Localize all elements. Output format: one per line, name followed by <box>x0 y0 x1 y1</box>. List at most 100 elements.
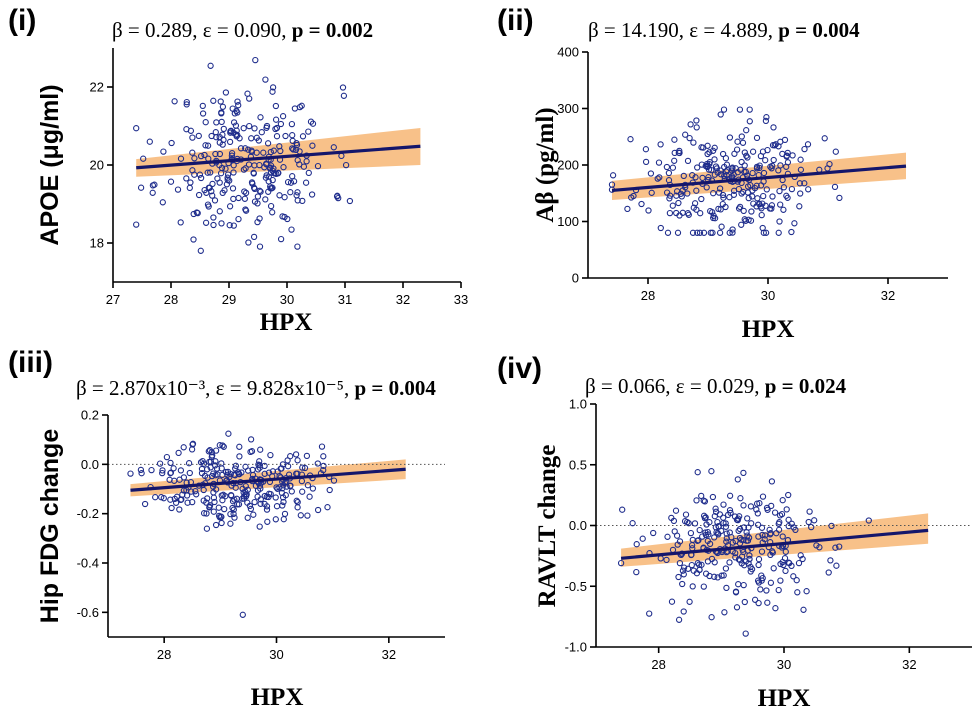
data-point <box>218 220 225 227</box>
data-point <box>762 229 770 236</box>
data-point <box>769 193 776 200</box>
data-point <box>768 202 776 209</box>
data-point <box>714 574 721 581</box>
data-point <box>314 506 322 514</box>
data-point <box>248 135 255 142</box>
data-point <box>232 462 240 469</box>
data-point <box>738 553 746 560</box>
data-point <box>741 162 748 169</box>
data-point <box>731 150 738 157</box>
data-point <box>211 197 219 204</box>
data-point <box>690 204 697 211</box>
data-point <box>749 148 757 155</box>
data-point <box>252 56 259 64</box>
data-point <box>320 466 327 474</box>
data-point <box>127 470 134 477</box>
data-point <box>827 557 834 564</box>
data-point <box>212 458 219 465</box>
data-point <box>239 611 246 618</box>
data-point <box>754 521 762 528</box>
data-point <box>149 189 156 196</box>
data-point <box>704 537 711 545</box>
data-point <box>788 185 796 193</box>
data-point <box>736 203 744 211</box>
data-point <box>314 460 321 467</box>
y-tick-label: 22 <box>90 80 104 95</box>
data-point <box>191 171 198 178</box>
data-point <box>216 139 223 146</box>
data-point <box>638 200 645 208</box>
data-point <box>183 175 190 182</box>
data-point <box>289 132 296 139</box>
data-point <box>212 521 220 529</box>
data-point <box>273 133 281 140</box>
data-point <box>689 583 696 590</box>
data-point <box>757 152 765 160</box>
x-tick-label: 32 <box>382 647 396 662</box>
data-point <box>770 124 777 131</box>
data-point <box>268 185 275 192</box>
data-point <box>711 144 718 151</box>
data-point <box>330 144 337 151</box>
data-point <box>272 494 279 501</box>
data-point <box>792 526 799 534</box>
y-tick-label: -0.4 <box>77 556 99 571</box>
regression-line <box>130 467 406 492</box>
data-point <box>190 236 197 243</box>
data-point <box>247 436 255 443</box>
data-point <box>240 166 248 173</box>
data-point <box>189 149 196 156</box>
x-tick-label: 32 <box>881 288 895 303</box>
data-point <box>789 152 796 159</box>
data-point <box>768 165 775 172</box>
x-tick-label: 28 <box>651 657 665 672</box>
data-point <box>657 224 664 232</box>
data-point <box>186 469 193 477</box>
data-point <box>680 172 687 180</box>
data-point <box>173 493 181 500</box>
data-point <box>717 111 724 118</box>
data-point <box>753 506 760 513</box>
data-point <box>218 460 225 467</box>
data-point <box>782 567 789 575</box>
data-point <box>656 174 663 181</box>
data-point <box>726 529 733 536</box>
data-point <box>672 507 680 514</box>
data-point <box>723 538 730 545</box>
data-point <box>208 132 215 140</box>
data-point <box>828 522 835 530</box>
data-point <box>294 197 301 204</box>
data-point <box>265 173 272 180</box>
data-point <box>263 506 271 513</box>
x-tick-label: 30 <box>761 288 775 303</box>
regression-line <box>136 144 421 170</box>
data-point <box>655 159 663 166</box>
data-point <box>721 163 728 171</box>
data-point <box>217 98 224 105</box>
data-point <box>304 482 312 489</box>
data-point <box>703 160 711 168</box>
data-point <box>720 514 727 521</box>
data-point <box>764 146 771 154</box>
data-point <box>236 443 243 450</box>
stats-coefficients: β = 2.870x10⁻³, ε = 9.828x10⁻⁵, <box>76 376 354 400</box>
data-point <box>646 610 653 617</box>
data-point <box>195 132 202 140</box>
data-point <box>726 492 734 499</box>
data-point <box>218 513 225 520</box>
data-point <box>320 462 327 470</box>
data-point <box>766 526 773 533</box>
data-point <box>824 165 831 172</box>
data-point <box>221 505 228 513</box>
x-tick-label: 30 <box>280 292 294 307</box>
data-point <box>279 485 286 492</box>
data-point <box>633 541 640 548</box>
data-point <box>210 470 217 477</box>
data-point <box>676 538 684 545</box>
data-point <box>209 192 216 199</box>
data-point <box>793 577 800 584</box>
data-point <box>724 511 732 519</box>
data-point <box>671 136 678 143</box>
data-point <box>260 149 267 156</box>
data-point <box>738 190 745 197</box>
